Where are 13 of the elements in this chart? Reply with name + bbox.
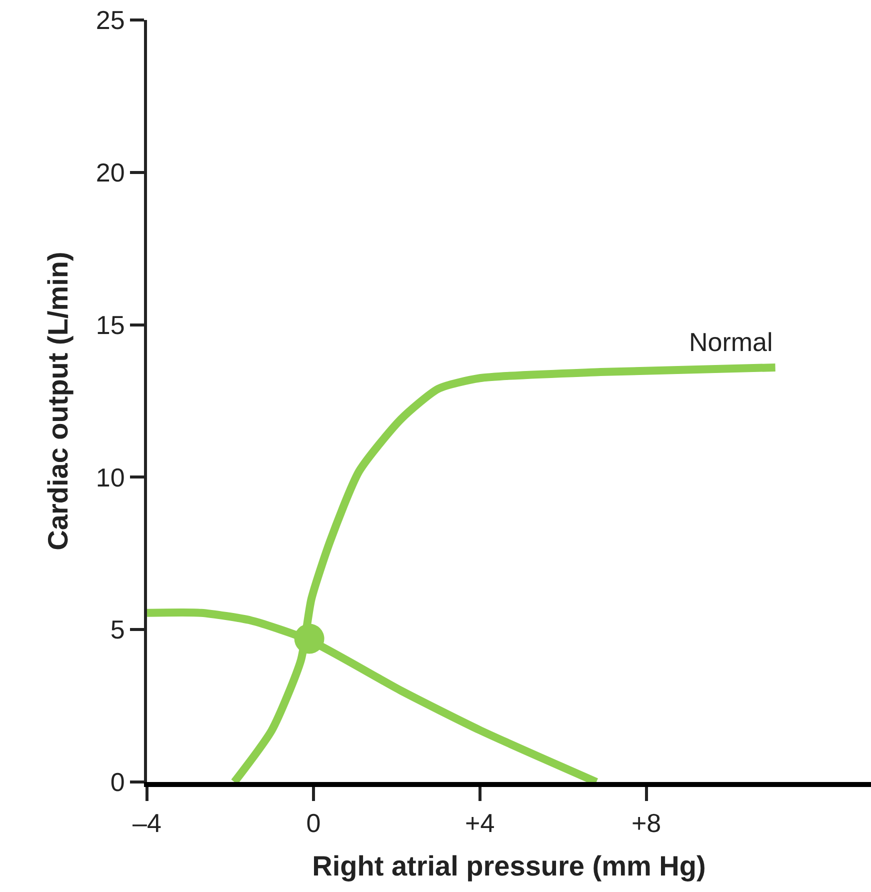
y-tick-label: 15 (96, 310, 125, 340)
y-axis-title: Cardiac output (L/min) (42, 252, 74, 550)
y-tick-label: 0 (110, 767, 125, 798)
x-axis-title: Right atrial pressure (mm Hg) (312, 850, 706, 882)
x-tick-label: –4 (132, 808, 162, 838)
y-tick-label: 10 (96, 462, 125, 492)
x-tick-label: 0 (306, 808, 321, 838)
x-tick-label: +8 (631, 808, 662, 838)
y-tick-label: 25 (96, 5, 125, 36)
y-tick-label: 5 (110, 614, 125, 645)
y-tick-label: 20 (96, 158, 125, 188)
series-label: Normal (689, 327, 773, 357)
x-tick-label: +4 (465, 808, 495, 838)
